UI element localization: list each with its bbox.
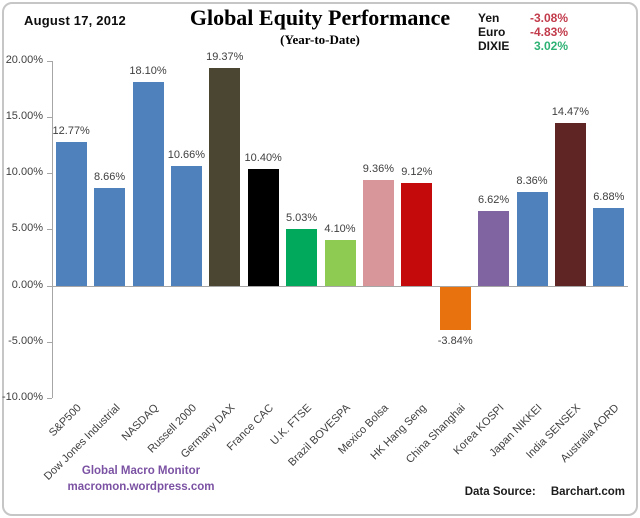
chart-bar [516,191,548,286]
y-axis-tick [47,229,52,231]
y-axis-tick [47,117,52,119]
currency-value: 3.02% [533,39,568,53]
chart-bar [362,180,394,286]
y-tick-label: 5.00% [11,222,43,235]
chart-bar [324,239,356,286]
bar-value-label: 8.66% [93,171,126,184]
currency-value: -4.83% [529,25,568,39]
chart-bar [439,286,471,330]
bar-value-label: 14.47% [551,106,590,119]
bar-value-label: 9.36% [362,163,394,176]
brand-name: Global Macro Monitor [81,465,201,477]
bar-value-label: 9.12% [401,166,433,179]
currency-label: Euro [478,25,506,39]
data-source-value: Barchart.com [550,486,625,498]
bar-value-label: 10.40% [244,151,282,164]
data-source: Data Source: Barchart.com [465,486,625,498]
bar-value-label: 5.03% [285,212,318,225]
y-tick-label: 10.00% [5,166,43,179]
y-axis-line [52,61,53,398]
report-date: August 17, 2012 [24,13,126,28]
currency-panel: Yen -3.08% Euro -4.83% DIXIE 3.02% [478,11,568,53]
bar-value-label: 4.10% [324,222,356,235]
currency-row-dixie: DIXIE 3.02% [478,39,568,53]
brand-url: macromon.wordpress.com [67,481,215,493]
y-axis-tick [47,397,52,399]
bar-value-label: 18.10% [129,65,167,78]
y-axis-tick [47,341,52,343]
bar-value-label: 10.66% [167,148,206,161]
y-tick-label: 0.00% [11,278,43,291]
y-axis-tick [47,61,52,62]
chart-bar [286,229,318,286]
y-tick-label: -10.00% [2,390,43,403]
y-tick-label: -5.00% [8,334,43,347]
chart-title: Global Equity Performance [189,5,451,30]
chart-bar [478,211,510,286]
chart-bar [55,142,87,286]
bar-value-label: 19.37% [206,51,244,64]
currency-row-euro: Euro -4.83% [478,25,568,39]
bar-value-label: 12.77% [52,125,90,138]
y-axis-tick [47,285,52,287]
y-tick-label: 20.00% [5,54,43,66]
bar-value-label: -3.84% [437,334,473,347]
bar-value-label: 8.36% [516,174,548,187]
currency-label: DIXIE [478,39,510,53]
currency-label: Yen [478,11,500,25]
currency-value: -3.08% [529,11,568,25]
chart-bar [94,188,126,286]
chart-bar [554,123,586,286]
x-axis-line [52,285,628,287]
chart-bar [170,165,202,286]
chart-subtitle: (Year-to-Date) [280,32,360,47]
chart-bar [209,68,241,286]
chart-bar [401,183,433,286]
data-source-label: Data Source: [464,486,536,498]
currency-row-yen: Yen -3.08% [478,11,568,25]
chart-bar [593,208,625,286]
bar-value-label: 6.62% [477,194,510,207]
chart-bar [132,82,164,286]
bar-value-label: 6.88% [593,191,625,204]
title-block: Global Equity Performance (Year-to-Date) [120,5,520,48]
x-category-label: S&P500 [46,402,84,440]
y-tick-label: 15.00% [5,110,43,123]
brand-footer: Global Macro Monitor macromon.wordpress.… [58,463,224,495]
chart-bar [247,168,279,286]
y-axis-tick [47,173,52,175]
